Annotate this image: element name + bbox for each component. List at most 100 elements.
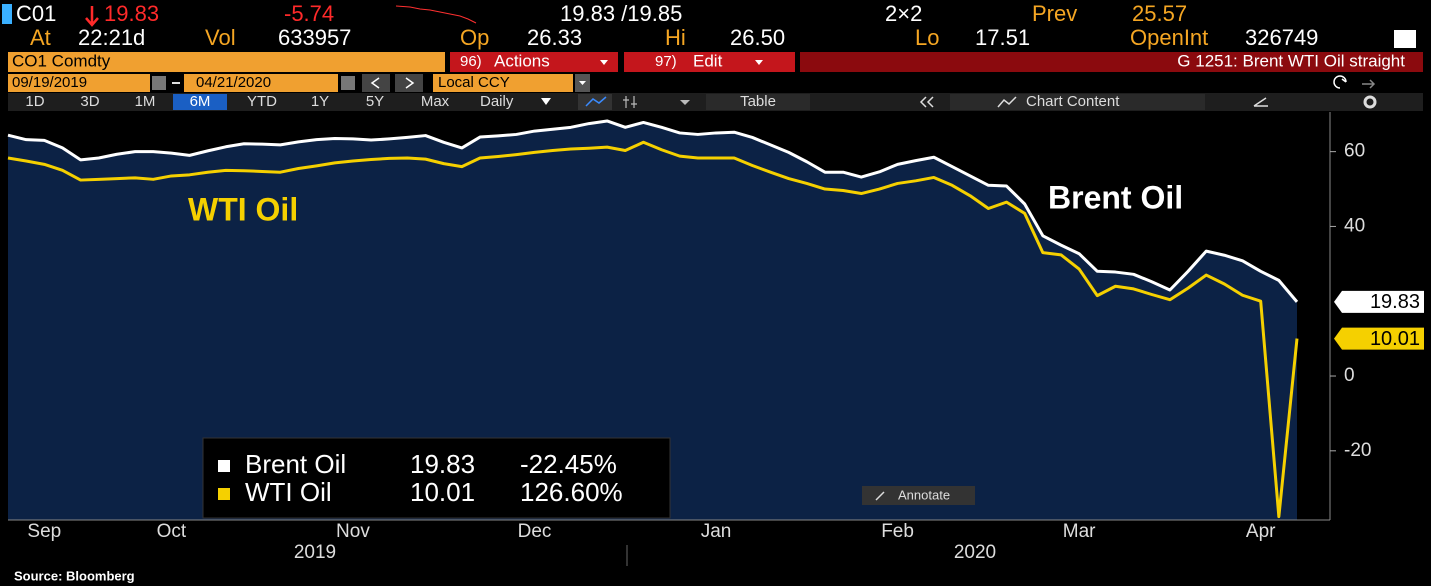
oi-label: OpenInt bbox=[1130, 25, 1208, 50]
hi-value: 26.50 bbox=[730, 25, 785, 50]
next-icon bbox=[405, 77, 415, 89]
table-label: Table bbox=[740, 93, 776, 110]
x-tick-label: Nov bbox=[336, 521, 370, 542]
dropdown-icon bbox=[541, 98, 551, 105]
legend-name: WTI Oil bbox=[245, 477, 332, 507]
x-tick-label: Feb bbox=[881, 521, 914, 542]
chart-title: G 1251: Brent WTI Oil straight bbox=[1177, 51, 1405, 70]
value-tag-label: 10.01 bbox=[1370, 328, 1420, 350]
oi-value: 326749 bbox=[1245, 25, 1318, 50]
dropdown-icon bbox=[600, 60, 608, 65]
x-tick-label: Oct bbox=[157, 521, 187, 542]
start-date-field[interactable] bbox=[8, 74, 150, 92]
period-button[interactable]: 1Y bbox=[311, 93, 329, 110]
period-button[interactable]: YTD bbox=[247, 93, 277, 110]
op-label: Op bbox=[460, 25, 489, 50]
settings-icon[interactable] bbox=[1363, 95, 1377, 109]
end-date-field[interactable] bbox=[184, 74, 338, 92]
size: 2×2 bbox=[885, 1, 922, 26]
at-label: At bbox=[30, 25, 51, 50]
period-button[interactable]: 6M bbox=[190, 93, 211, 110]
currency: Local CCY bbox=[438, 74, 510, 91]
series-line bbox=[7, 140, 1299, 519]
annotation: WTI Oil bbox=[188, 191, 298, 227]
line-chart-button[interactable] bbox=[578, 94, 612, 110]
x-tick-label: Jan bbox=[701, 521, 732, 542]
legend-last: 19.83 bbox=[410, 449, 475, 479]
bid-ask: 19.83 /19.85 bbox=[560, 1, 682, 26]
date-dash bbox=[172, 82, 180, 84]
actions-code: 96) bbox=[460, 53, 482, 70]
calendar-icon[interactable] bbox=[341, 76, 355, 90]
op-value: 26.33 bbox=[527, 25, 582, 50]
year-label: 2019 bbox=[294, 542, 336, 563]
chart-content-button[interactable] bbox=[950, 94, 1205, 110]
calendar-icon[interactable] bbox=[152, 76, 166, 90]
vol-label: Vol bbox=[205, 25, 236, 50]
ticker: C01 bbox=[16, 1, 56, 26]
frequency[interactable]: Daily bbox=[480, 93, 514, 110]
prev-button[interactable] bbox=[362, 74, 390, 92]
edit-button[interactable] bbox=[624, 52, 795, 72]
legend-marker bbox=[218, 488, 230, 500]
period-button[interactable]: 1M bbox=[135, 93, 156, 110]
title-bar bbox=[800, 52, 1423, 72]
period-button[interactable]: 1D bbox=[25, 93, 44, 110]
x-tick-label: Sep bbox=[27, 521, 61, 542]
lo-label: Lo bbox=[915, 25, 939, 50]
period-button[interactable]: 3D bbox=[80, 93, 99, 110]
actions-label: Actions bbox=[494, 51, 550, 70]
vol-value: 633957 bbox=[278, 25, 351, 50]
bar-chart-icon[interactable] bbox=[623, 96, 637, 108]
period-group: 1D 3D 1M 6M YTD 1Y 5Y Max bbox=[25, 93, 450, 110]
next-button[interactable] bbox=[395, 74, 423, 92]
x-tick-label: Dec bbox=[518, 521, 552, 542]
actions-button[interactable] bbox=[450, 52, 618, 72]
y-tick-label: -20 bbox=[1344, 440, 1371, 461]
dropdown-icon bbox=[680, 100, 690, 105]
security-field[interactable] bbox=[8, 52, 445, 72]
security: CO1 Comdty bbox=[12, 51, 111, 70]
line-chart-icon bbox=[585, 96, 607, 107]
series-line bbox=[7, 119, 1299, 303]
legend-change: -22.45% bbox=[520, 449, 617, 479]
currency-field[interactable] bbox=[433, 74, 573, 92]
y-tick-label: 40 bbox=[1344, 215, 1365, 236]
source: Source: Bloomberg bbox=[14, 568, 135, 583]
end-date: 04/21/2020 bbox=[196, 74, 271, 91]
y-tick-label: 60 bbox=[1344, 141, 1365, 162]
edit-code: 97) bbox=[655, 53, 677, 70]
period-button[interactable]: 5Y bbox=[366, 93, 384, 110]
area-fill bbox=[8, 120, 1297, 520]
dropdown-icon bbox=[579, 81, 586, 85]
value-tag-label: 19.83 bbox=[1370, 291, 1420, 313]
undo-icon[interactable] bbox=[1333, 75, 1347, 89]
collapse-icon[interactable] bbox=[919, 96, 934, 108]
chart-content-label: Chart Content bbox=[1026, 93, 1120, 110]
time: 22:21d bbox=[78, 25, 145, 50]
y-tick-label: 0 bbox=[1344, 365, 1355, 386]
window-icon[interactable] bbox=[1394, 30, 1416, 48]
prev-value: 25.57 bbox=[1132, 1, 1187, 26]
table-button[interactable] bbox=[706, 94, 810, 110]
legend-change: 126.60% bbox=[520, 477, 623, 507]
prev-icon bbox=[370, 77, 380, 89]
edit-icon[interactable] bbox=[1253, 97, 1268, 107]
prev-label: Prev bbox=[1032, 1, 1077, 26]
value-tag bbox=[1334, 327, 1424, 350]
period-button[interactable]: Max bbox=[421, 93, 450, 110]
legend-name: Brent Oil bbox=[245, 449, 346, 479]
annotate-button[interactable] bbox=[862, 486, 975, 505]
chart-content-icon bbox=[997, 96, 1017, 108]
x-tick-label: Mar bbox=[1063, 521, 1096, 542]
dropdown-icon bbox=[755, 60, 763, 65]
sparkline bbox=[395, 5, 477, 24]
period-highlight bbox=[173, 94, 227, 110]
lo-value: 17.51 bbox=[975, 25, 1030, 50]
ticker-icon bbox=[2, 4, 12, 24]
value-tag bbox=[1334, 290, 1424, 313]
redo-icon[interactable] bbox=[1362, 79, 1376, 89]
year-label: 2020 bbox=[954, 542, 996, 563]
x-tick-label: Apr bbox=[1246, 521, 1276, 542]
